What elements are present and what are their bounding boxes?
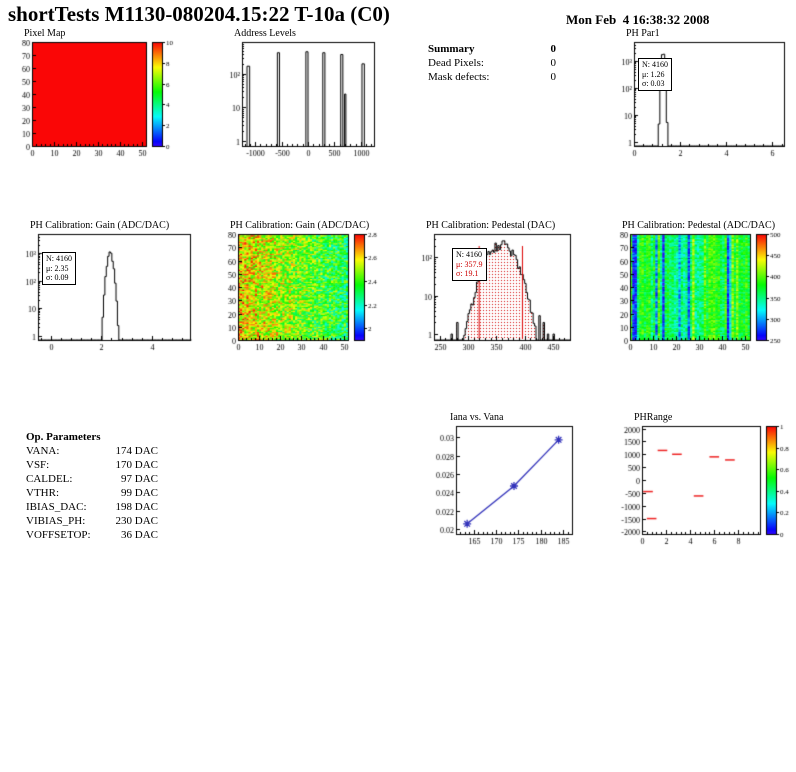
op-row-vsf: VSF: 170 DAC [26, 458, 158, 472]
caldel-label: CALDEL: [26, 473, 73, 485]
stat-sigma: σ: 0.09 [46, 273, 69, 282]
address-levels-title: Address Levels [234, 28, 296, 39]
panel-gain-map: PH Calibration: Gain (ADC/DAC) [214, 220, 394, 356]
gain-hist-title: PH Calibration: Gain (ADC/DAC) [30, 220, 170, 231]
stat-n: N: 4160 [456, 250, 482, 259]
panel-address-levels: Address Levels [212, 28, 380, 162]
op-row-vthr: VTHR: 99 DAC [26, 486, 158, 500]
iana-vana-title: Iana vs. Vana [450, 412, 504, 423]
vsf-label: VSF: [26, 459, 50, 471]
summary-value: 0 [550, 43, 557, 55]
panel-pixel-map: Pixel Map [8, 28, 192, 162]
dead-pixels-label: Dead Pixels: [428, 57, 484, 69]
stat-sigma: σ: 0.03 [642, 79, 665, 88]
pedestal-map-plot [606, 232, 796, 356]
mask-defects-label: Mask defects: [428, 71, 490, 83]
ph-range-title: PHRange [634, 412, 673, 423]
vibias-ph-value: 230 DAC [115, 515, 158, 527]
stat-mu: μ: 2.35 [46, 263, 69, 273]
summary-block: Summary 0 Dead Pixels: 0 Mask defects: 0 [428, 42, 556, 84]
pedestal-hist-plot [408, 232, 576, 356]
op-row-voffsetop: VOFFSETOP: 36 DAC [26, 528, 158, 542]
op-row-vibias-ph: VIBIAS_PH: 230 DAC [26, 514, 158, 528]
voffsetop-value: 36 DAC [121, 529, 158, 541]
summary-row-mask-defects: Mask defects: 0 [428, 70, 556, 84]
summary-header-row: Summary 0 [428, 42, 556, 56]
panel-pedestal-map: PH Calibration: Pedestal (ADC/DAC) [606, 220, 796, 356]
panel-iana-vana: Iana vs. Vana [420, 412, 580, 550]
voffsetop-label: VOFFSETOP: [26, 529, 91, 541]
summary-title: Summary [428, 43, 475, 55]
pedestal-hist-title: PH Calibration: Pedestal (DAC) [426, 220, 556, 231]
mask-defects-value: 0 [550, 71, 557, 83]
ibias-dac-label: IBIAS_DAC: [26, 501, 87, 513]
vthr-label: VTHR: [26, 487, 59, 499]
vibias-ph-label: VIBIAS_PH: [26, 515, 86, 527]
pedestal-map-title: PH Calibration: Pedestal (ADC/DAC) [622, 220, 776, 231]
dead-pixels-value: 0 [550, 57, 557, 69]
pixel-map-plot [8, 40, 192, 162]
ph-par1-stats: N: 4160 μ: 1.26 σ: 0.03 [638, 58, 672, 91]
op-parameters-header: Op. Parameters [26, 430, 158, 444]
vthr-value: 99 DAC [121, 487, 158, 499]
panel-gain-hist: PH Calibration: Gain (ADC/DAC) N: 4160 μ… [8, 220, 200, 356]
caldel-value: 97 DAC [121, 473, 158, 485]
panel-pedestal-hist: PH Calibration: Pedestal (DAC) N: 4160 μ… [408, 220, 576, 356]
gain-map-title: PH Calibration: Gain (ADC/DAC) [230, 220, 370, 231]
gain-hist-stats: N: 4160 μ: 2.35 σ: 0.09 [42, 252, 76, 285]
op-parameters-block: Op. Parameters VANA: 174 DAC VSF: 170 DA… [26, 430, 158, 542]
report-date: Mon Feb 4 16:38:32 2008 [566, 12, 710, 27]
ph-par1-plot [608, 40, 792, 162]
stat-mu: μ: 1.26 [642, 69, 665, 79]
op-row-ibias-dac: IBIAS_DAC: 198 DAC [26, 500, 158, 514]
stat-n: N: 4160 [46, 254, 72, 263]
ibias-dac-value: 198 DAC [115, 501, 158, 513]
address-levels-plot [212, 40, 380, 162]
ph-range-plot [606, 424, 796, 550]
op-row-vana: VANA: 174 DAC [26, 444, 158, 458]
pedestal-hist-stats: N: 4160 μ: 357.9 σ: 19.1 [452, 248, 487, 281]
panel-ph-par1: PH Par1 N: 4160 μ: 1.26 σ: 0.03 [608, 28, 792, 162]
ph-par1-title: PH Par1 [626, 28, 660, 39]
report-title: shortTests M1130-080204.15:22 T-10a (C0) [8, 2, 390, 26]
op-parameters-title: Op. Parameters [26, 431, 101, 443]
panel-ph-range: PHRange [606, 412, 796, 550]
stat-n: N: 4160 [642, 60, 668, 69]
iana-vana-plot [420, 424, 580, 550]
gain-map-plot [214, 232, 394, 356]
vana-label: VANA: [26, 445, 60, 457]
gain-hist-plot [8, 232, 200, 356]
vsf-value: 170 DAC [115, 459, 158, 471]
pixel-map-title: Pixel Map [24, 28, 66, 39]
vana-value: 174 DAC [115, 445, 158, 457]
op-row-caldel: CALDEL: 97 DAC [26, 472, 158, 486]
stat-sigma: σ: 19.1 [456, 269, 479, 278]
summary-row-dead-pixels: Dead Pixels: 0 [428, 56, 556, 70]
stat-mu: μ: 357.9 [456, 259, 483, 269]
